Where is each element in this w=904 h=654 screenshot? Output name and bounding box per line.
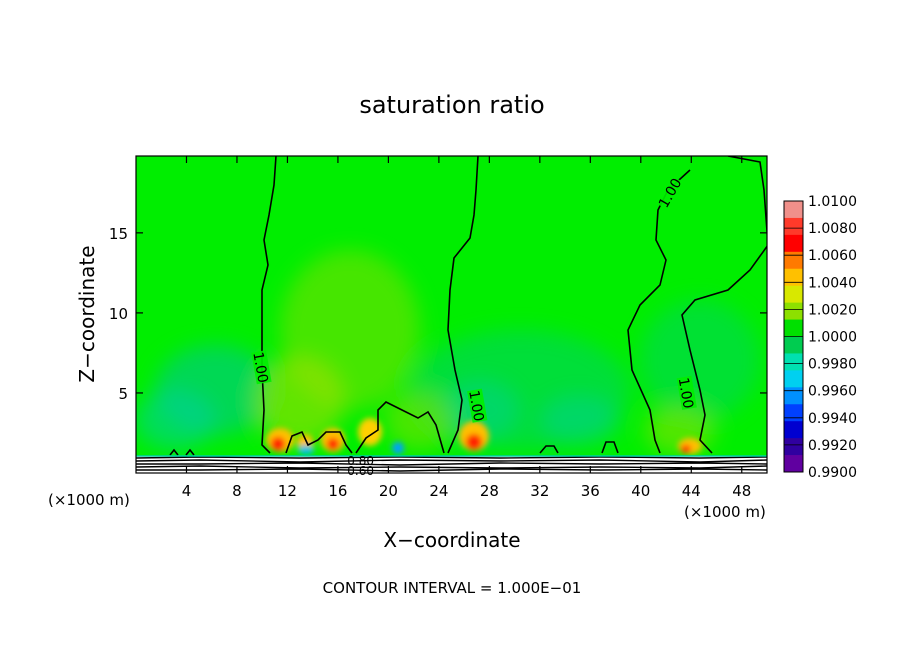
colorbar-swatch: [784, 336, 803, 354]
colorbar-label: 1.0000: [808, 330, 857, 346]
contour-label-group: 1.00: [675, 375, 697, 410]
contour-interval-note: CONTOUR INTERVAL = 1.000E−01: [323, 579, 582, 597]
x-unit-right: (×1000 m): [684, 503, 766, 521]
colorbar-swatch: [784, 201, 803, 219]
contour-label-group: 1.00: [249, 350, 272, 385]
colorbar-swatch: [784, 438, 803, 456]
contour-label: 0.80: [347, 454, 374, 468]
field-shading: [136, 250, 760, 455]
contour-label-group: 0.60: [347, 464, 374, 478]
colorbar-label: 0.9960: [808, 384, 857, 400]
contour-label: 1.00: [465, 389, 486, 422]
x-tick-label: 28: [480, 482, 499, 500]
x-tick-label: 4: [182, 482, 192, 500]
y-tick-label: 10: [109, 305, 128, 323]
x-tick-label: 48: [732, 482, 751, 500]
colorbar-swatch: [784, 234, 803, 253]
y-tick-label: 5: [118, 385, 128, 403]
x-tick-label: 44: [682, 482, 701, 500]
x-tick-label: 20: [379, 482, 398, 500]
colorbar-swatch: [784, 217, 803, 236]
colorbar-swatch: [784, 251, 803, 270]
x-unit-left: (×1000 m): [48, 491, 130, 509]
y-tick-label: 15: [109, 225, 128, 243]
x-axis-label: X−coordinate: [383, 528, 520, 552]
x-tick-label: 40: [631, 482, 650, 500]
x-tick-label: 12: [278, 482, 297, 500]
colorbar-swatch: [784, 387, 803, 405]
surface-layer: [136, 455, 767, 473]
y-axis-label: Z−coordinate: [75, 245, 99, 382]
contour-bump-2: [355, 401, 445, 454]
colorbar-swatch: [784, 455, 803, 473]
contour-label: 0.60: [347, 464, 374, 478]
colorbar-label: 0.9980: [808, 357, 857, 373]
colorbar-label: 1.0060: [808, 248, 857, 264]
contour-bump-5: [169, 448, 195, 456]
colorbar-swatch: [784, 421, 803, 439]
colorbar-swatch: [784, 268, 803, 287]
colorbar-label: 0.9900: [808, 465, 857, 481]
contour-label-group: 1.00: [465, 388, 488, 423]
colorbar-label: 1.0040: [808, 275, 857, 291]
contour-1-00-d: [627, 169, 691, 454]
colorbar-swatch: [784, 404, 803, 422]
colorbar-swatch: [784, 285, 803, 304]
colorbar-swatch: [784, 370, 803, 388]
x-tick-label: 32: [530, 482, 549, 500]
contour-lines: [169, 156, 767, 456]
colorbar-label: 1.0080: [808, 221, 857, 237]
colorbar-swatch: [784, 302, 803, 321]
plot-area: 1.001.00 1.001.000.800.60 4 8 12 16 20 24 28 32 3…: [109, 155, 768, 500]
contour-label: 1.00: [249, 351, 270, 384]
chart-title: saturation ratio: [359, 91, 544, 119]
x-tick-label: 8: [232, 482, 242, 500]
colorbar-label: 1.0020: [808, 302, 857, 318]
colorbar-swatch: [784, 353, 803, 371]
colorbar-label: 0.9920: [808, 438, 857, 454]
colorbar-label: 0.9940: [808, 411, 857, 427]
colorbar: 1.0100 1.0080 1.0060 1.0040 1.0020 1.0000 0.99…: [783, 194, 857, 481]
colorbar-label: 1.0100: [808, 194, 857, 210]
contour-bump-4: [601, 441, 619, 454]
contour-bump-3: [539, 445, 559, 454]
plot-frame: [135, 155, 768, 474]
contour-label: 1.00: [675, 376, 696, 409]
contour-1-00-c: [681, 156, 767, 454]
colorbar-swatch: [784, 319, 803, 337]
x-tick-label: 36: [581, 482, 600, 500]
x-tick-label: 24: [429, 482, 448, 500]
hot-spots: [266, 418, 702, 455]
x-tick-label: 16: [328, 482, 347, 500]
contour-1-00-a: [261, 156, 277, 454]
contour-label-group: 0.80: [347, 454, 374, 468]
contour-bump-1: [285, 430, 353, 454]
contour-1-00-b: [447, 156, 479, 454]
